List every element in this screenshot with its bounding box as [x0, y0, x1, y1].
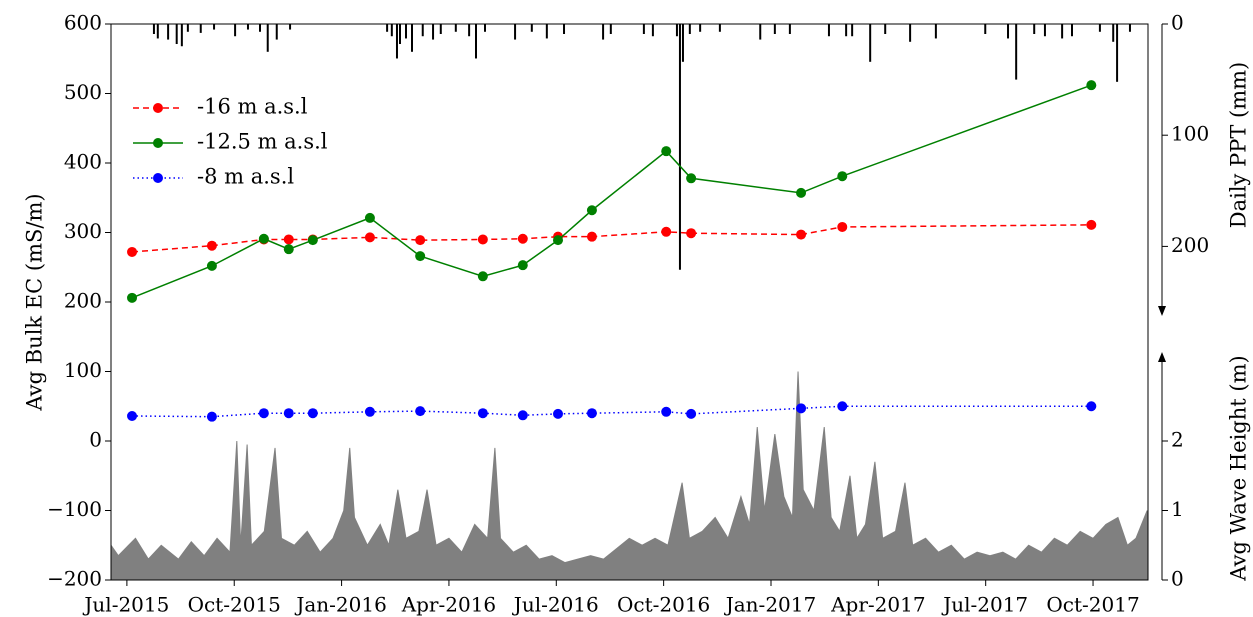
data-point	[283, 244, 294, 255]
series-line	[132, 405, 1092, 418]
y2-axis-label: Daily PPT (mm)	[1227, 62, 1251, 228]
data-point	[283, 234, 294, 245]
data-point	[258, 233, 269, 244]
data-point	[661, 226, 672, 237]
wave-area	[110, 371, 1148, 581]
data-point	[206, 240, 217, 251]
x-tick-label: Jan-2017	[724, 593, 816, 617]
data-point	[1086, 401, 1097, 412]
series-line	[131, 84, 1092, 299]
data-point	[1086, 219, 1097, 230]
data-point	[258, 408, 269, 419]
legend-marker	[153, 103, 163, 113]
data-point	[477, 408, 488, 419]
data-point	[477, 234, 488, 245]
data-point	[517, 410, 528, 421]
legend-marker	[153, 138, 163, 148]
data-point	[686, 228, 697, 239]
data-point	[127, 246, 138, 257]
series-line	[131, 224, 1092, 253]
data-point	[415, 235, 426, 246]
legend-marker	[153, 173, 163, 183]
data-point	[307, 408, 318, 419]
y3-tick-label: 2	[1171, 428, 1184, 452]
data-point	[127, 292, 138, 303]
data-point	[661, 146, 672, 157]
wave-layer	[110, 371, 1148, 581]
data-point	[1086, 80, 1097, 91]
ec-layer: -16 m a.s.l -12.5 m a.s.l -8 m a.s.l	[127, 80, 1097, 422]
y3-tick-label: 0	[1171, 567, 1184, 591]
data-point	[586, 408, 597, 419]
x-tick-label: Jan-2016	[294, 593, 386, 617]
x-tick-label: Jul-2017	[941, 593, 1028, 617]
data-point	[586, 205, 597, 216]
y-tick-label: 600	[64, 11, 102, 35]
data-point	[686, 408, 697, 419]
precip-layer	[152, 24, 1131, 270]
y2-tick-label: 100	[1171, 122, 1209, 146]
y3-axis-label: Avg Wave Height (m)	[1227, 355, 1251, 581]
data-point	[517, 233, 528, 244]
data-point	[553, 408, 564, 419]
y-tick-label: 100	[64, 358, 102, 382]
y-tick-label: 0	[89, 428, 102, 452]
data-point	[206, 411, 217, 422]
data-point	[837, 401, 848, 412]
y-tick-label: 500	[64, 80, 102, 104]
legend-label: -12.5 m a.s.l	[197, 130, 328, 154]
data-point	[796, 187, 807, 198]
data-point	[796, 229, 807, 240]
data-point	[127, 410, 138, 421]
x-tick-label: Oct-2016	[617, 593, 710, 617]
data-point	[517, 260, 528, 271]
data-point	[477, 271, 488, 282]
data-point	[307, 235, 318, 246]
axes: Avg Bulk EC (mS/m) Daily PPT (mm) Avg Wa…	[23, 11, 1251, 617]
legend-label: -16 m a.s.l	[197, 95, 308, 119]
data-point	[415, 251, 426, 262]
data-point	[553, 235, 564, 246]
data-point	[837, 171, 848, 182]
wave-arrow	[1158, 352, 1166, 362]
y-tick-label: 200	[64, 289, 102, 313]
x-tick-label: Apr-2016	[401, 593, 496, 617]
data-point	[206, 260, 217, 271]
y-tick-label: −100	[47, 497, 102, 521]
y-axis-label: Avg Bulk EC (mS/m)	[23, 193, 47, 411]
x-tick-label: Apr-2017	[830, 593, 925, 617]
y3-tick-label: 1	[1171, 497, 1184, 521]
y2-tick-label: 0	[1171, 11, 1184, 35]
x-tick-label: Oct-2017	[1046, 593, 1139, 617]
y-tick-label: −200	[47, 567, 102, 591]
data-point	[837, 221, 848, 232]
data-point	[283, 408, 294, 419]
x-tick-label: Jul-2015	[82, 593, 169, 617]
y2-tick-label: 200	[1171, 233, 1209, 257]
data-point	[686, 173, 697, 184]
precip-arrow	[1158, 306, 1166, 316]
data-point	[661, 406, 672, 417]
data-point	[364, 212, 375, 223]
data-point	[796, 403, 807, 414]
y-tick-label: 300	[64, 219, 102, 243]
legend-label: -8 m a.s.l	[197, 165, 294, 189]
data-point	[586, 231, 597, 242]
y-tick-label: 400	[64, 150, 102, 174]
data-point	[415, 406, 426, 417]
data-point	[364, 232, 375, 243]
data-point	[364, 406, 375, 417]
x-tick-label: Oct-2015	[188, 593, 281, 617]
x-tick-label: Jul-2016	[512, 593, 599, 617]
